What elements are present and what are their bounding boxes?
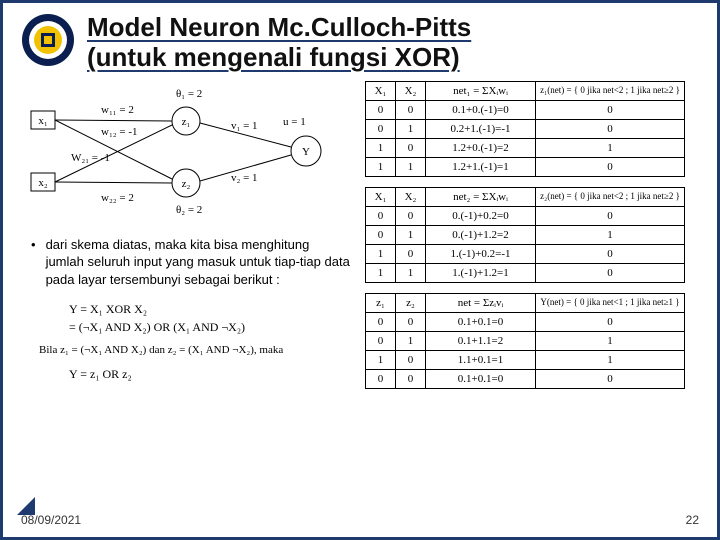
university-logo <box>21 13 75 67</box>
table-row: 010.(-1)+1.2=21 <box>366 225 685 244</box>
svg-text:θ₂ = 2: θ₂ = 2 <box>176 204 202 216</box>
formula-line: Bila z₁ = (¬X₁ AND X₂) dan z₂ = (X₁ AND … <box>39 342 351 359</box>
table-y: z₁ z₂ net = Σzᵢvᵢ Y(net) = { 0 jika net<… <box>365 293 685 389</box>
svg-text:x₂: x₂ <box>38 177 48 189</box>
svg-text:u = 1: u = 1 <box>283 116 306 128</box>
svg-text:w₁₂ = -1: w₁₂ = -1 <box>101 126 137 138</box>
table-row: 111.2+1.(-1)=10 <box>366 157 685 176</box>
table-row: 101.(-1)+0.2=-10 <box>366 244 685 263</box>
table-z1: X₁ X₂ net₁ = ΣXᵢwᵢ z₁(net) = { 0 jika ne… <box>365 81 685 177</box>
table-row: 010.2+1.(-1)=-10 <box>366 119 685 138</box>
bullet-paragraph: • dari skema diatas, maka kita bisa meng… <box>31 236 351 289</box>
table-row: 000.1+0.1=00 <box>366 312 685 331</box>
table-y-body: 000.1+0.1=00010.1+1.1=21101.1+0.1=11000.… <box>366 312 685 388</box>
table-row: 101.1+0.1=11 <box>366 350 685 369</box>
slide: Model Neuron Mc.Culloch-Pitts (untuk men… <box>0 0 720 540</box>
svg-text:w₁₁ = 2: w₁₁ = 2 <box>101 104 134 116</box>
svg-text:w₂₂ = 2: w₂₂ = 2 <box>101 192 134 204</box>
svg-text:Y: Y <box>302 146 310 158</box>
slide-title: Model Neuron Mc.Culloch-Pitts (untuk men… <box>87 13 471 73</box>
header: Model Neuron Mc.Culloch-Pitts (untuk men… <box>21 13 699 73</box>
table-row: 101.2+0.(-1)=21 <box>366 138 685 157</box>
svg-text:v₁ = 1: v₁ = 1 <box>231 120 258 132</box>
formula-line: Y = X₁ XOR X₂ <box>69 300 351 318</box>
svg-text:W₂₁ = -1: W₂₁ = -1 <box>71 152 110 164</box>
formula-line: Y = z₁ OR z₂ <box>69 365 351 383</box>
footer-date: 08/09/2021 <box>21 513 81 527</box>
svg-text:θ₁ = 2: θ₁ = 2 <box>176 88 202 100</box>
table-z2-body: 000.(-1)+0.2=00010.(-1)+1.2=21101.(-1)+0… <box>366 206 685 282</box>
svg-text:z₁: z₁ <box>182 116 191 128</box>
formula-block: Y = X₁ XOR X₂ = (¬X₁ AND X₂) OR (X₁ AND … <box>69 300 351 383</box>
footer: 08/09/2021 22 <box>21 513 699 527</box>
right-column: X₁ X₂ net₁ = ΣXᵢwᵢ z₁(net) = { 0 jika ne… <box>365 81 685 399</box>
svg-text:x₁: x₁ <box>38 115 48 127</box>
svg-text:v₂ = 1: v₂ = 1 <box>231 172 258 184</box>
content-area: x₁ x₂ z₁ z₂ Y <box>21 81 699 399</box>
title-line-1: Model Neuron Mc.Culloch-Pitts <box>87 12 471 42</box>
table-row: 010.1+1.1=21 <box>366 331 685 350</box>
table-z2: X₁ X₂ net₂ = ΣXᵢwᵢ z₂(net) = { 0 jika ne… <box>365 187 685 283</box>
network-diagram: x₁ x₂ z₁ z₂ Y <box>21 81 351 221</box>
table-row: 000.(-1)+0.2=00 <box>366 206 685 225</box>
table-row: 111.(-1)+1.2=10 <box>366 263 685 282</box>
title-line-2: (untuk mengenali fungsi XOR) <box>87 42 460 72</box>
table-row: 000.1+0.(-1)=00 <box>366 100 685 119</box>
bullet-text: dari skema diatas, maka kita bisa menghi… <box>46 236 351 289</box>
footer-page: 22 <box>686 513 699 527</box>
table-z1-body: 000.1+0.(-1)=00010.2+1.(-1)=-10101.2+0.(… <box>366 100 685 176</box>
svg-text:z₂: z₂ <box>182 178 191 190</box>
left-column: x₁ x₂ z₁ z₂ Y <box>21 81 351 399</box>
table-row: 000.1+0.1=00 <box>366 369 685 388</box>
formula-line: = (¬X₁ AND X₂) OR (X₁ AND ¬X₂) <box>69 318 351 336</box>
bullet-dot: • <box>31 236 36 289</box>
